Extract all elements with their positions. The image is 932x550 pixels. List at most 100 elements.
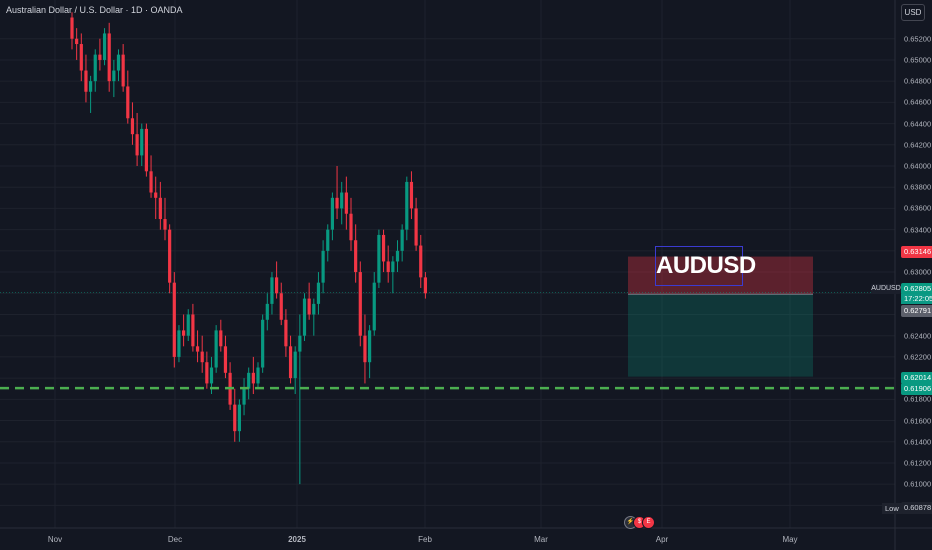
candle-body bbox=[275, 277, 279, 294]
candle-body bbox=[84, 70, 88, 92]
candle-body bbox=[265, 303, 269, 320]
price-tick-label: 0.61000 bbox=[904, 479, 932, 489]
candle-body bbox=[419, 245, 423, 278]
candle-body bbox=[140, 128, 144, 156]
candle-body bbox=[326, 229, 330, 251]
candle-body bbox=[205, 362, 209, 384]
candle-body bbox=[102, 33, 107, 60]
candle-body bbox=[251, 372, 255, 384]
candle-body bbox=[112, 70, 116, 82]
price-tick-label: 0.64400 bbox=[904, 119, 932, 129]
candle-body bbox=[223, 346, 228, 373]
candle-body bbox=[116, 54, 121, 71]
candle-body bbox=[288, 346, 293, 379]
candle-body bbox=[340, 192, 344, 209]
candle-body bbox=[270, 277, 274, 304]
candle-body bbox=[219, 330, 223, 347]
candle-body bbox=[168, 229, 172, 283]
candle-body bbox=[191, 314, 195, 347]
bar-countdown: 17:22:05 bbox=[901, 294, 932, 304]
candle-body bbox=[172, 282, 176, 357]
price-tick-label: 0.63000 bbox=[904, 267, 932, 277]
candle-body bbox=[126, 86, 130, 119]
candle-body bbox=[307, 298, 311, 315]
candle-body bbox=[372, 282, 376, 331]
candle-body bbox=[237, 404, 241, 432]
time-tick-label: Dec bbox=[167, 535, 183, 544]
candle-body bbox=[293, 351, 297, 379]
time-tick-label: Apr bbox=[655, 535, 669, 544]
candle-body bbox=[302, 298, 307, 336]
price-tick-label: 0.64800 bbox=[904, 76, 932, 86]
candle-body bbox=[344, 192, 348, 214]
stop-price-tag: 0.63146 bbox=[901, 246, 932, 258]
earnings-icon[interactable]: E bbox=[642, 516, 655, 529]
candle-body bbox=[256, 367, 260, 384]
low-price-tag: 0.60878 bbox=[901, 502, 932, 514]
currency-button[interactable]: USD bbox=[901, 4, 925, 21]
candle-body bbox=[200, 351, 204, 363]
candle-body bbox=[358, 272, 362, 336]
candle-body bbox=[349, 213, 353, 241]
support-price-tag: 0.61906 bbox=[901, 383, 932, 395]
candle-body bbox=[312, 303, 316, 315]
price-tick-label: 0.64200 bbox=[904, 140, 932, 150]
candle-body bbox=[163, 219, 167, 230]
time-tick-label: May bbox=[782, 535, 798, 544]
candle-body bbox=[247, 372, 251, 389]
candle-body bbox=[70, 17, 74, 39]
candle-body bbox=[279, 293, 283, 320]
candle-body bbox=[154, 192, 158, 198]
candle-body bbox=[214, 330, 218, 368]
time-tick-label: Feb bbox=[418, 535, 432, 544]
time-tick-label: Nov bbox=[47, 535, 63, 544]
price-tick-label: 0.63600 bbox=[904, 203, 932, 213]
price-tick-label: 0.64000 bbox=[904, 161, 932, 171]
candle-body bbox=[75, 38, 79, 45]
events-group[interactable]: ⚡ $ E bbox=[624, 515, 658, 529]
price-tick-label: 0.63400 bbox=[904, 225, 932, 235]
candle-body bbox=[233, 404, 237, 432]
candle-body bbox=[182, 330, 186, 336]
position-label[interactable]: AUDUSD bbox=[655, 246, 756, 286]
price-tick-label: 0.65200 bbox=[904, 34, 932, 44]
candle-body bbox=[368, 330, 372, 363]
candle-body bbox=[242, 388, 246, 405]
candle-body bbox=[89, 81, 93, 92]
candle-body bbox=[158, 197, 162, 220]
price-tick-label: 0.65000 bbox=[904, 55, 932, 65]
low-label: Low bbox=[882, 503, 902, 514]
candle-body bbox=[107, 33, 111, 82]
candle-body bbox=[298, 335, 302, 352]
candle-body bbox=[330, 197, 334, 230]
candle-body bbox=[186, 314, 190, 336]
candle-body bbox=[121, 54, 125, 87]
chart-title: Australian Dollar / U.S. Dollar · 1D · O… bbox=[6, 5, 183, 15]
target-price-tag: 0.62014 bbox=[901, 372, 932, 384]
candle-body bbox=[405, 181, 409, 230]
candle-body bbox=[335, 197, 339, 209]
candle-body bbox=[377, 234, 381, 283]
time-tick-label: Mar bbox=[534, 535, 548, 544]
candle-body bbox=[98, 54, 102, 60]
entry-price-tag: 0.62791 bbox=[901, 305, 932, 317]
candle-body bbox=[423, 277, 427, 294]
candle-body bbox=[130, 118, 135, 135]
symbol-tag: AUDUSD bbox=[871, 284, 901, 294]
candle-body bbox=[391, 261, 395, 273]
candle-body bbox=[149, 171, 153, 193]
candle-body bbox=[93, 54, 97, 82]
candle-body bbox=[135, 134, 139, 156]
candle-body bbox=[400, 229, 404, 251]
candle-body bbox=[209, 367, 214, 384]
candle-body bbox=[381, 234, 386, 262]
candle-body bbox=[195, 346, 200, 352]
price-tick-label: 0.62400 bbox=[904, 331, 932, 341]
candle-body bbox=[177, 330, 181, 357]
price-tick-label: 0.61800 bbox=[904, 394, 932, 404]
price-tick-label: 0.61600 bbox=[904, 416, 932, 426]
candle-body bbox=[386, 261, 390, 273]
candle-body bbox=[79, 44, 83, 71]
time-tick-label: 2025 bbox=[288, 535, 306, 544]
